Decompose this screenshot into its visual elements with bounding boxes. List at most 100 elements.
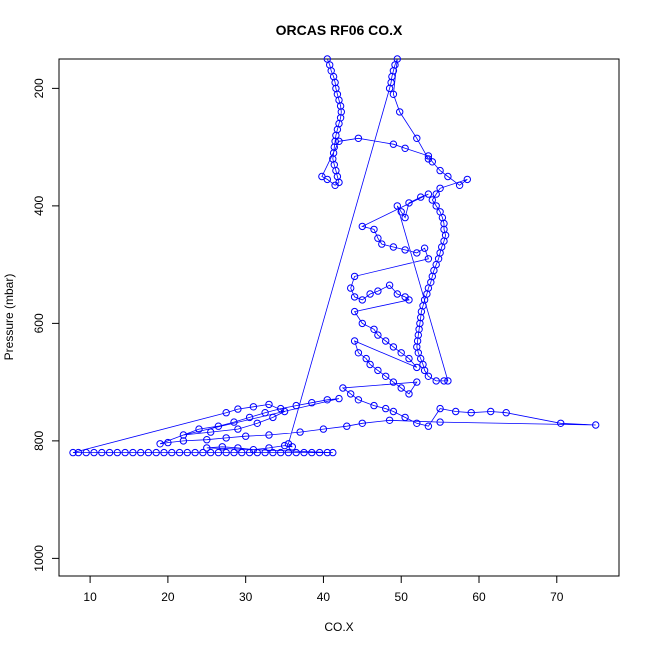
data-point (424, 255, 433, 263)
data-point (269, 413, 277, 422)
data-point (214, 448, 223, 457)
data-point (249, 403, 258, 411)
data-point (90, 448, 98, 457)
data-point (417, 193, 425, 201)
data-point (366, 290, 374, 298)
data-point (362, 354, 370, 363)
data-point (405, 390, 413, 398)
data-point (230, 418, 238, 426)
data-point (401, 413, 409, 422)
data-point (389, 343, 398, 351)
data-point (269, 448, 277, 457)
data-point (385, 416, 394, 424)
data-point (315, 448, 324, 457)
data-point (265, 431, 273, 439)
data-point (242, 432, 250, 440)
data-point (280, 407, 289, 416)
data-point (374, 234, 382, 242)
x-tick-label: 40 (317, 590, 331, 604)
data-point (234, 425, 242, 433)
data-point (487, 407, 495, 416)
y-axis: 200 400 600 800 1000 (32, 78, 59, 572)
data-point (347, 390, 355, 398)
data-point (203, 436, 211, 444)
data-point (284, 440, 293, 448)
data-point (424, 155, 433, 163)
y-tick-label: 200 (32, 78, 46, 98)
data-point (207, 428, 215, 436)
data-point (389, 378, 398, 386)
data-point (374, 331, 382, 339)
data-point (350, 272, 359, 281)
series-line (72, 58, 596, 453)
y-tick-label: 600 (32, 313, 46, 333)
data-point (382, 372, 390, 380)
data-point (222, 409, 230, 417)
data-point (370, 225, 378, 234)
data-point (347, 284, 355, 292)
y-tick-label: 1000 (32, 545, 46, 572)
data-point (343, 422, 351, 430)
data-point (358, 419, 366, 427)
data-point (105, 448, 114, 457)
data-point (378, 240, 386, 248)
data-point (82, 448, 90, 457)
data-point (191, 448, 199, 457)
data-point (354, 134, 363, 143)
data-point (323, 448, 331, 457)
data-point (339, 384, 347, 392)
data-point (424, 422, 433, 430)
data-point (401, 213, 409, 222)
data-point (261, 409, 269, 417)
data-point (358, 319, 366, 328)
data-point (374, 366, 382, 375)
data-point (405, 296, 413, 304)
data-point (440, 377, 448, 385)
x-tick-label: 10 (83, 590, 97, 604)
data-point (323, 396, 331, 404)
data-point (98, 448, 106, 457)
data-point (366, 360, 374, 369)
data-point (413, 419, 421, 427)
data-point (393, 202, 401, 210)
data-point (463, 175, 471, 184)
data-point (413, 363, 421, 372)
data-point (238, 448, 246, 457)
data-point (358, 222, 366, 231)
data-point (203, 444, 211, 452)
data-point (354, 349, 363, 357)
data-point (175, 448, 184, 457)
data-point (245, 413, 254, 422)
data-point (318, 172, 326, 181)
data-point (401, 144, 409, 153)
data-point (300, 448, 308, 457)
data-point (277, 448, 285, 457)
data-point (374, 287, 382, 295)
data-point (413, 249, 421, 257)
data-point (350, 307, 359, 316)
data-point (195, 425, 203, 433)
data-point (420, 366, 429, 375)
data-point (424, 372, 433, 380)
data-point (261, 448, 269, 457)
data-point (358, 296, 366, 304)
data-point (331, 137, 339, 146)
data-point (207, 448, 215, 457)
data-point (428, 196, 436, 204)
data-point (557, 419, 565, 427)
data-point (292, 448, 300, 457)
data-point (335, 137, 343, 146)
data-point (415, 325, 423, 333)
series-points (69, 55, 600, 457)
plot-frame (58, 58, 620, 577)
data-point (444, 172, 452, 181)
x-tick-label: 30 (239, 590, 253, 604)
data-point (265, 444, 273, 452)
data-point (436, 184, 444, 193)
x-tick-label: 50 (395, 590, 409, 604)
data-point (389, 140, 398, 148)
data-point (234, 405, 242, 413)
data-point (382, 404, 390, 413)
data-point (253, 419, 261, 427)
